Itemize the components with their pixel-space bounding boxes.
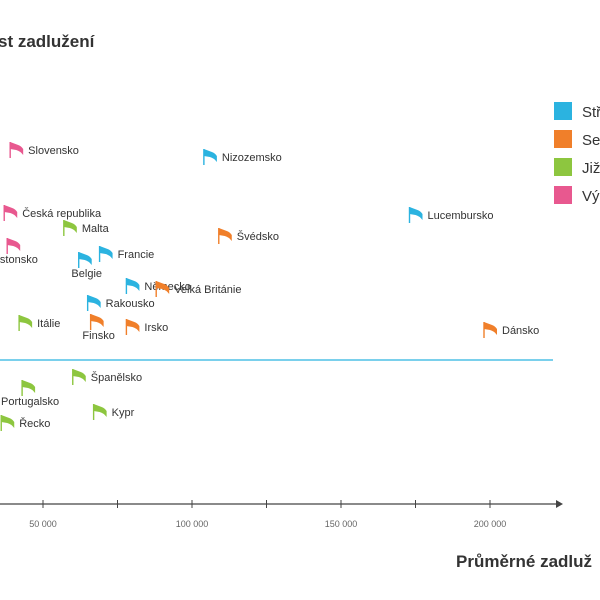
point-label: Rakousko bbox=[106, 298, 155, 310]
point-label: Portugalsko bbox=[1, 396, 59, 408]
data-point: Španělsko bbox=[72, 369, 142, 385]
x-tick-label: 150 000 bbox=[325, 519, 358, 529]
legend-item: Vý bbox=[554, 186, 600, 205]
data-point: Lucembursko bbox=[408, 207, 494, 223]
point-label: Estonsko bbox=[0, 254, 38, 266]
point-label: Finsko bbox=[82, 330, 114, 342]
point-label: Španělsko bbox=[91, 371, 142, 384]
data-point: Rakousko bbox=[86, 295, 155, 311]
point-label: Belgie bbox=[71, 268, 102, 280]
flag-icon bbox=[156, 281, 170, 294]
flag-icon bbox=[63, 220, 77, 233]
legend-item: Stř bbox=[554, 102, 600, 121]
x-tick-label: 100 000 bbox=[176, 519, 209, 529]
flag-icon bbox=[10, 142, 24, 155]
legend-label: Vý bbox=[582, 188, 600, 205]
data-point: Velká Británie bbox=[155, 281, 241, 297]
legend-item: Se bbox=[554, 130, 600, 149]
flag-icon bbox=[19, 315, 33, 328]
legend-item: Již bbox=[554, 158, 600, 177]
flag-icon bbox=[126, 319, 140, 332]
flag-icon bbox=[22, 380, 36, 393]
data-point: Dánsko bbox=[483, 322, 539, 338]
data-point: Francie bbox=[98, 246, 155, 262]
point-label: Slovensko bbox=[28, 145, 79, 157]
data-point: Finsko bbox=[82, 314, 115, 342]
flag-icon bbox=[87, 295, 101, 308]
x-axis-title: Průměrné zadluž bbox=[456, 552, 592, 571]
legend: Stř Se Již Vý bbox=[554, 102, 600, 205]
data-point: Řecko bbox=[0, 415, 50, 431]
point-label: Irsko bbox=[144, 322, 168, 334]
flag-icon bbox=[126, 278, 140, 291]
y-axis-title: st zadlužení bbox=[0, 32, 96, 51]
point-label: Švédsko bbox=[237, 230, 279, 243]
data-point: Slovensko bbox=[9, 142, 79, 158]
point-label: Malta bbox=[82, 223, 110, 235]
flag-icon bbox=[484, 322, 497, 335]
flag-icon bbox=[78, 252, 92, 265]
data-points: munskoSlovenskoNizozemskotvaČeská republ… bbox=[0, 142, 539, 431]
data-point: Česká republika bbox=[3, 205, 102, 221]
legend-label: Stř bbox=[582, 104, 600, 121]
legend-label: Již bbox=[582, 160, 600, 177]
point-label: Kypr bbox=[112, 407, 135, 419]
point-label: Itálie bbox=[37, 318, 60, 330]
x-axis-arrow-icon bbox=[556, 500, 563, 508]
data-point: Malta bbox=[63, 220, 110, 236]
data-point: Estonsko bbox=[0, 238, 38, 266]
flag-icon bbox=[4, 205, 18, 218]
x-axis: 50 000 100 000 150 000 200 000 bbox=[0, 500, 563, 529]
x-tick-label: 200 000 bbox=[474, 519, 507, 529]
legend-swatch bbox=[554, 158, 572, 176]
legend-label: Se bbox=[582, 132, 600, 149]
point-label: Lucembursko bbox=[428, 210, 494, 222]
flag-icon bbox=[1, 415, 15, 428]
point-label: Dánsko bbox=[502, 325, 539, 337]
legend-swatch bbox=[554, 186, 572, 204]
flag-icon bbox=[7, 238, 21, 251]
x-tick-label: 50 000 bbox=[29, 519, 57, 529]
flag-icon bbox=[90, 314, 104, 327]
point-label: Nizozemsko bbox=[222, 152, 282, 164]
point-label: Řecko bbox=[19, 417, 50, 430]
data-point: Portugalsko bbox=[1, 380, 59, 408]
legend-swatch bbox=[554, 102, 572, 120]
flag-icon bbox=[409, 207, 423, 220]
data-point: Švédsko bbox=[218, 228, 279, 244]
flag-icon bbox=[203, 149, 217, 162]
flag-icon bbox=[99, 246, 113, 259]
point-label: Francie bbox=[118, 249, 155, 261]
data-point: Kypr bbox=[92, 404, 135, 420]
point-label: Česká republika bbox=[22, 207, 102, 220]
data-point: Nizozemsko bbox=[203, 149, 282, 165]
legend-swatch bbox=[554, 130, 572, 148]
data-point: Itálie bbox=[18, 315, 60, 331]
point-label: Velká Británie bbox=[174, 284, 241, 296]
data-point: Belgie bbox=[71, 252, 102, 280]
flag-icon bbox=[93, 404, 107, 417]
flag-icon bbox=[218, 228, 232, 241]
flag-icon bbox=[72, 369, 86, 382]
data-point: Irsko bbox=[125, 319, 168, 335]
